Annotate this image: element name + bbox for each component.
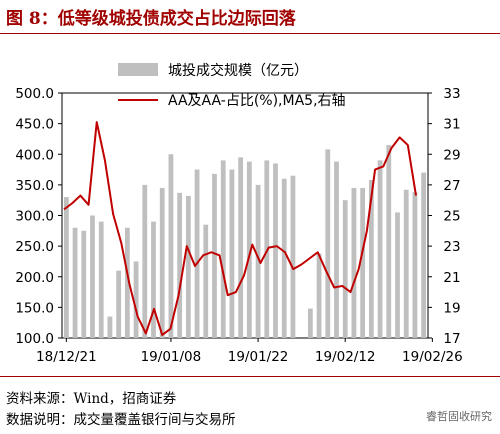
source-note: 资料来源：Wind，招商证券 [6, 387, 176, 407]
bar [221, 160, 226, 338]
right-tick-label: 19 [443, 300, 460, 316]
bar [151, 222, 156, 338]
bar [230, 170, 235, 338]
bar [413, 192, 418, 338]
bar [142, 185, 147, 338]
right-tick-label: 21 [443, 270, 460, 286]
bar [421, 173, 426, 338]
figure-footer: 资料来源：Wind，招商证券 数据说明：成交量覆盖银行间与交易所 睿哲固收研究 [0, 376, 500, 434]
bar [404, 190, 409, 338]
legend-label-line: AA及AA-占比(%),MA5,右轴 [168, 93, 346, 109]
bar [352, 188, 357, 338]
left-tick-label: 200.0 [15, 270, 54, 286]
left-tick-label: 500.0 [15, 86, 54, 102]
bar [186, 196, 191, 338]
right-tick-label: 29 [443, 147, 460, 163]
legend: 城投成交规模（亿元） AA及AA-占比(%),MA5,右轴 [118, 62, 346, 109]
bar [325, 149, 330, 338]
bar [273, 163, 278, 338]
x-tick-label: 19/01/22 [228, 349, 289, 365]
left-tick-label: 350.0 [15, 178, 54, 194]
bar [308, 309, 313, 338]
bar [64, 197, 69, 338]
bar [160, 188, 165, 338]
figure-title: 图 8：低等级城投债成交占比边际回落 [6, 4, 296, 29]
bar [378, 160, 383, 338]
bar [108, 317, 113, 338]
left-tick-label: 100.0 [15, 331, 54, 347]
bar [386, 145, 391, 338]
left-tick-label: 400.0 [15, 147, 54, 163]
x-tick-label: 19/02/12 [315, 349, 376, 365]
bar [282, 179, 287, 338]
bar [99, 222, 104, 338]
left-tick-label: 300.0 [15, 209, 54, 225]
bar [81, 231, 86, 338]
x-tick-label: 19/02/26 [402, 349, 463, 365]
watermark: 睿哲固收研究 [426, 408, 492, 424]
left-tick-label: 150.0 [15, 300, 54, 316]
left-tick-label: 250.0 [15, 239, 54, 255]
combo-chart: 500.0 450.0 400.0 350.0 300.0 250.0 200.0 150.0… [0, 34, 500, 374]
x-tick-label: 18/12/21 [36, 349, 97, 365]
bar [90, 216, 95, 339]
bar [169, 154, 174, 338]
right-tick-label: 17 [443, 331, 460, 347]
bar [195, 170, 200, 338]
bar [395, 212, 400, 338]
bar [291, 176, 296, 338]
bar [343, 200, 348, 338]
right-tick-label: 33 [443, 86, 460, 102]
right-tick-label: 27 [443, 178, 460, 194]
bar [317, 253, 322, 338]
bar [212, 174, 217, 338]
legend-swatch-bar [118, 63, 158, 76]
left-tick-label: 450.0 [15, 117, 54, 133]
right-tick-label: 31 [443, 117, 460, 133]
bar-series [64, 145, 426, 338]
bar [116, 271, 121, 338]
right-tick-label: 23 [443, 239, 460, 255]
bar [203, 225, 208, 338]
bar [73, 228, 78, 338]
bar [177, 193, 182, 338]
legend-label-bar: 城投成交规模（亿元） [168, 62, 308, 79]
bar [238, 157, 243, 338]
right-tick-label: 25 [443, 209, 460, 225]
x-tick-label: 19/01/08 [141, 349, 202, 365]
bar [334, 162, 339, 338]
data-note: 数据说明：成交量覆盖银行间与交易所 [6, 408, 236, 428]
figure-title-bar: 图 8：低等级城投债成交占比边际回落 [0, 0, 500, 34]
